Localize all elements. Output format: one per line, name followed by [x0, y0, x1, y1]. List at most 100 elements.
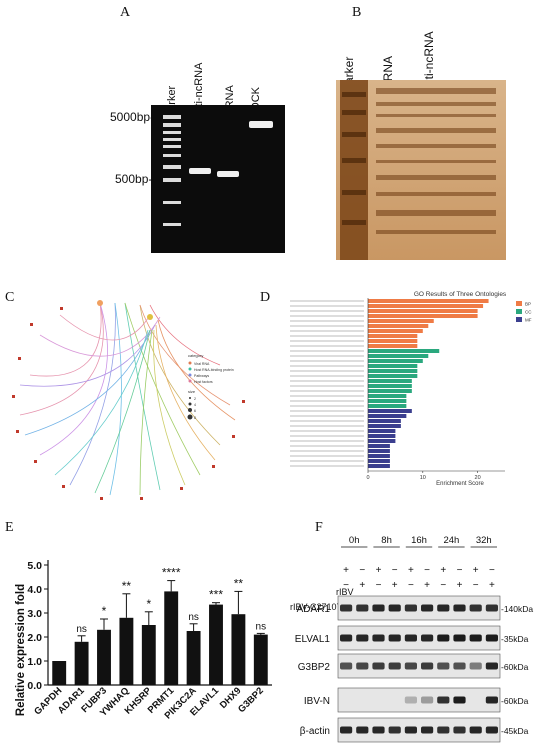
size-value-3: 8 [194, 416, 196, 420]
go-bar-mf-6 [368, 439, 396, 443]
go-bar-bp-7 [368, 334, 418, 338]
ribv-mark-3: − [392, 565, 398, 576]
band-0-9 [485, 604, 498, 612]
go-term-label-mf-5 [290, 435, 364, 437]
go-bar-mf-3 [368, 424, 401, 428]
go-term-label-cc-3 [290, 365, 364, 367]
c27107g-mark-4: − [408, 580, 414, 591]
band-3-9 [485, 696, 498, 704]
go-term-label-cc-11 [290, 405, 364, 407]
band-4-1 [356, 726, 369, 734]
timepoint-label-0h: 0h [349, 535, 360, 546]
blot-name-0: ADAR1 [297, 604, 331, 615]
band-2-6 [437, 662, 450, 670]
band-1-0 [340, 634, 353, 642]
go-term-label-bp-1 [290, 305, 364, 307]
gel-panel-b: Marker ncRNA Anti-ncRNA [300, 0, 550, 260]
e-yaxis-label: Relative expression fold [15, 584, 27, 716]
go-xtick-label-0: 0 [366, 475, 369, 481]
go-legend-swatch-bp [516, 301, 522, 306]
band-2-4 [404, 662, 417, 670]
go-bar-mf-7 [368, 444, 390, 448]
ribv-mark-4: + [408, 565, 414, 576]
blot-size-4: -45kDa [501, 726, 529, 736]
band-4-6 [437, 726, 450, 734]
go-term-label-cc-7 [290, 385, 364, 387]
go-term-label-mf-6 [290, 440, 364, 442]
ribv-mark-1: − [359, 565, 365, 576]
go-bar-cc-6 [368, 379, 412, 383]
e-bar-prmt1 [164, 591, 179, 685]
e-significance-khsrp: * [146, 597, 151, 611]
band-2-2 [372, 662, 385, 670]
panel-label-f: F [315, 520, 323, 535]
go-enrichment-chart: GO Results of Three Ontologies Enrichmen… [290, 291, 532, 487]
e-significance-pik3c2a: ns [188, 612, 199, 623]
size-value-2: 6 [194, 409, 196, 413]
c27107g-mark-6: − [440, 580, 446, 591]
go-term-label-mf-0 [290, 410, 364, 412]
band-4-2 [372, 726, 385, 734]
network-diagram: category Viral RNA Host RNA-binding prot… [12, 300, 245, 500]
e-bar-pik3c2a [186, 631, 201, 685]
go-term-label-cc-2 [290, 360, 364, 362]
go-bar-mf-10 [368, 459, 390, 463]
ribv-mark-5: − [424, 565, 430, 576]
band-0-7 [453, 604, 466, 612]
go-term-label-bp-6 [290, 330, 364, 332]
band-0-0 [340, 604, 353, 612]
network-panel-c: category Viral RNA Host RNA-binding prot… [0, 285, 260, 505]
legend-item-3: Host factors [194, 380, 213, 384]
c27107g-mark-1: + [359, 580, 365, 591]
go-legend-label-mf: MF [525, 318, 532, 323]
band-4-0 [340, 726, 353, 734]
silver-stain-gel [336, 80, 506, 260]
band-0-2 [372, 604, 385, 612]
legend-item-2: Pathways [194, 374, 209, 378]
size-value-0: 2 [194, 397, 196, 401]
go-bar-mf-0 [368, 409, 412, 413]
band-1-7 [453, 634, 466, 642]
go-bar-bp-6 [368, 329, 423, 333]
go-term-label-mf-1 [290, 415, 364, 417]
band-2-3 [388, 662, 401, 670]
band-2-9 [485, 662, 498, 670]
e-significance-prmt1: **** [162, 566, 181, 580]
go-bar-mf-1 [368, 414, 407, 418]
timepoint-label-16h: 16h [411, 535, 427, 546]
c27107g-mark-9: + [489, 580, 495, 591]
go-term-label-cc-5 [290, 375, 364, 377]
gel-image [151, 105, 285, 253]
go-term-label-cc-6 [290, 380, 364, 382]
go-bar-bp-2 [368, 309, 478, 313]
go-term-label-bp-8 [290, 340, 364, 342]
go-bar-bp-0 [368, 299, 489, 303]
go-bar-cc-11 [368, 404, 407, 408]
size-label-5000bp: 5000bp- [110, 110, 155, 124]
go-legend-label-cc: CC [525, 310, 532, 315]
go-bar-mf-11 [368, 464, 390, 468]
size-value-1: 4 [194, 403, 196, 407]
band-4-8 [469, 726, 482, 734]
blot-ibvn [337, 687, 501, 713]
band-0-6 [437, 604, 450, 612]
expression-panel-e: Relative expression fold 0.0 1.0 2.0 3.0 4.0… [0, 520, 310, 755]
blot-name-3: IBV-N [304, 696, 330, 707]
go-bar-cc-0 [368, 349, 440, 353]
blot-size-3: -60kDa [501, 696, 529, 706]
timepoint-label-32h: 32h [476, 535, 492, 546]
panel-label-d: D [260, 290, 271, 305]
e-significance-fubp3: * [102, 604, 107, 618]
e-bar-adar1 [74, 641, 89, 685]
e-significance-g3bp2: ns [256, 621, 267, 632]
legend-item-0: Viral RNA [194, 362, 210, 366]
band-1-4 [404, 634, 417, 642]
band-3-6 [437, 696, 450, 704]
go-bar-mf-2 [368, 419, 401, 423]
e-significance-adar1: ns [76, 624, 87, 635]
ribv-mark-2: + [376, 565, 382, 576]
row-label-ribv-c27107g: rIBV-C27107G [290, 602, 349, 612]
go-term-label-mf-4 [290, 430, 364, 432]
blot-name-1: ELVAL1 [295, 634, 331, 645]
go-bar-cc-2 [368, 359, 423, 363]
